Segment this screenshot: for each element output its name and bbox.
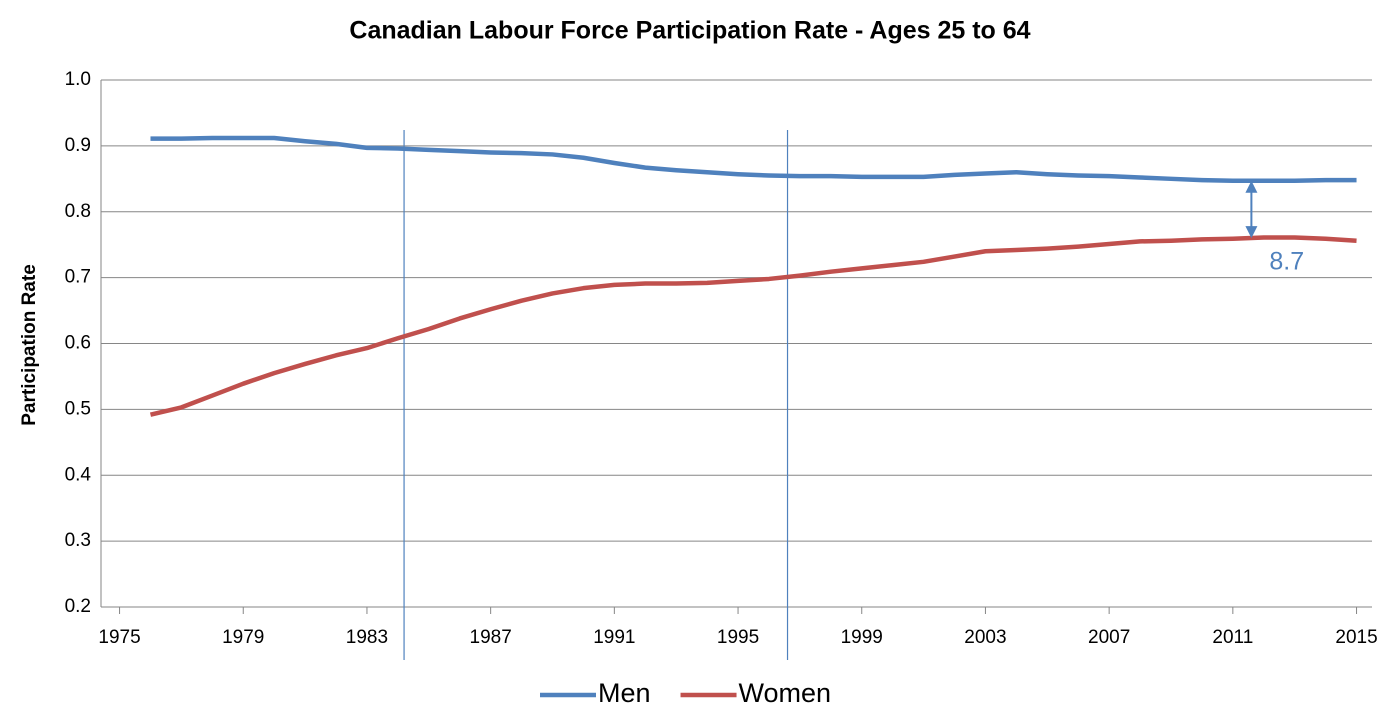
annotation-label: 8.7 xyxy=(1269,248,1304,276)
arrow-head xyxy=(1245,180,1258,193)
y-tick-label: 0.2 xyxy=(65,596,91,617)
legend-label: Men xyxy=(598,678,651,708)
x-tick-label: 1991 xyxy=(593,627,635,648)
x-tick-label: 2015 xyxy=(1335,627,1377,648)
series-line xyxy=(150,135,1357,184)
y-tick-label: 0.3 xyxy=(65,530,91,551)
x-tick-label: 1979 xyxy=(222,627,264,648)
x-tick-label: 2007 xyxy=(1088,627,1130,648)
y-tick-label: 1.0 xyxy=(65,69,91,90)
y-tick-label: 0.8 xyxy=(65,201,91,222)
y-tick-label: 0.4 xyxy=(65,464,92,485)
y-tick-label: 0.7 xyxy=(65,267,91,288)
series-line xyxy=(149,235,1357,417)
y-tick-label: 0.6 xyxy=(65,333,91,354)
x-tick-label: 1975 xyxy=(98,627,140,648)
x-tick-label: 2011 xyxy=(1212,627,1253,648)
y-tick-label: 0.9 xyxy=(65,135,91,156)
legend-label: Women xyxy=(739,678,832,708)
x-tick-label: 2003 xyxy=(964,627,1006,648)
x-tick-label: 1983 xyxy=(346,627,388,648)
x-tick-label: 1999 xyxy=(841,627,883,648)
x-tick-label: 1987 xyxy=(470,627,512,648)
x-tick-label: 1995 xyxy=(717,627,759,648)
arrow-head xyxy=(1245,226,1258,239)
y-axis-label: Participation Rate xyxy=(19,264,40,426)
y-tick-label: 0.5 xyxy=(65,398,91,419)
chart-title: Canadian Labour Force Participation Rate… xyxy=(349,17,1030,45)
